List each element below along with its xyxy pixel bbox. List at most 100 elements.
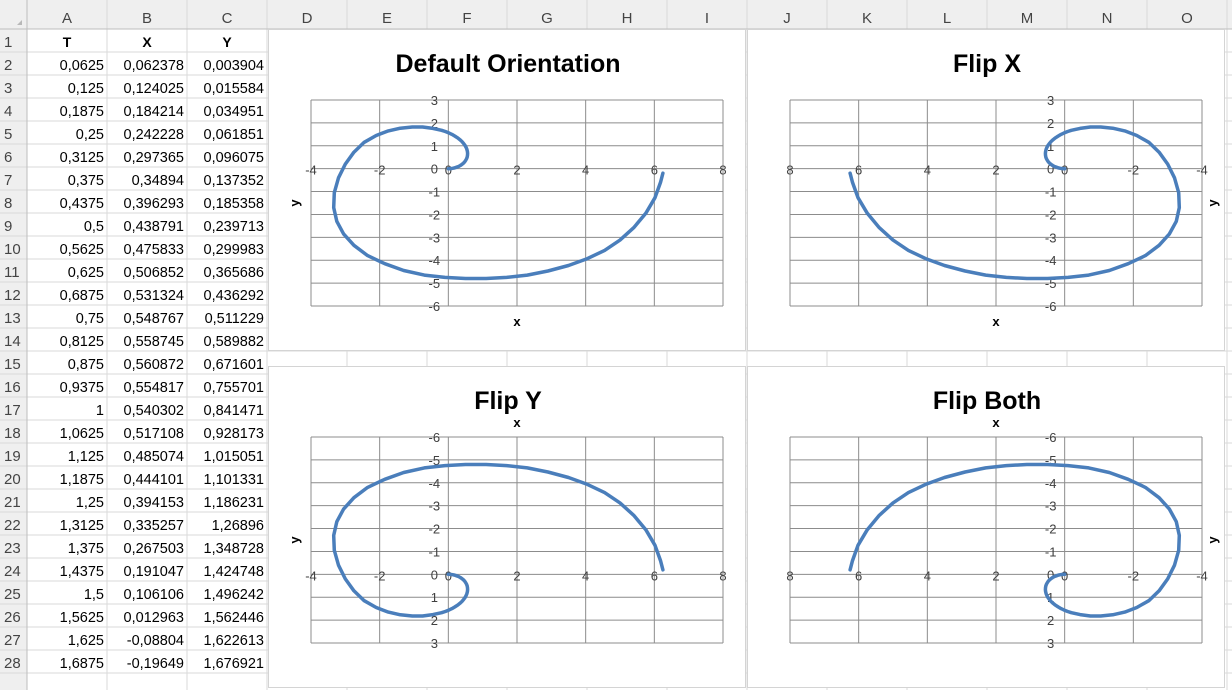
- data-cell[interactable]: 1,3125: [60, 518, 104, 534]
- row-header[interactable]: 5: [4, 126, 12, 143]
- data-cell[interactable]: 0,012963: [124, 610, 184, 626]
- data-cell[interactable]: 0,9375: [60, 380, 104, 396]
- data-cell[interactable]: 1,496242: [204, 587, 264, 603]
- data-cell[interactable]: 1,375: [68, 541, 104, 557]
- data-cell[interactable]: 1,625: [68, 633, 104, 649]
- data-cell[interactable]: 0,5: [84, 219, 104, 235]
- row-header[interactable]: 22: [4, 517, 21, 534]
- row-header[interactable]: 21: [4, 494, 21, 511]
- row-header[interactable]: 6: [4, 149, 12, 166]
- row-header[interactable]: 19: [4, 448, 21, 465]
- row-header[interactable]: 11: [4, 264, 20, 281]
- column-header-m[interactable]: M: [1021, 10, 1034, 27]
- row-header[interactable]: 26: [4, 609, 21, 626]
- column-header-h[interactable]: H: [622, 10, 633, 27]
- row-header[interactable]: 2: [4, 57, 12, 74]
- data-cell[interactable]: 0,475833: [124, 242, 184, 258]
- data-cell[interactable]: 0,4375: [60, 196, 104, 212]
- data-cell[interactable]: 0,125: [68, 81, 104, 97]
- row-header[interactable]: 16: [4, 379, 21, 396]
- data-cell[interactable]: 0,185358: [204, 196, 264, 212]
- data-cell[interactable]: 0,75: [76, 311, 104, 327]
- data-cell[interactable]: 0,0625: [60, 58, 104, 74]
- data-cell[interactable]: 0,540302: [124, 403, 184, 419]
- row-header[interactable]: 24: [4, 563, 21, 580]
- row-header[interactable]: 14: [4, 333, 21, 350]
- column-header-n[interactable]: N: [1102, 10, 1113, 27]
- data-cell[interactable]: 1,424748: [204, 564, 264, 580]
- data-cell[interactable]: 1,1875: [60, 472, 104, 488]
- data-cell[interactable]: 0,003904: [204, 58, 264, 74]
- row-header[interactable]: 1: [4, 34, 12, 51]
- data-cell[interactable]: 1,25: [76, 495, 104, 511]
- data-cell[interactable]: 0,625: [68, 265, 104, 281]
- data-cell[interactable]: 0,106106: [124, 587, 184, 603]
- data-cell[interactable]: 0,239713: [204, 219, 264, 235]
- column-header-o[interactable]: O: [1181, 10, 1193, 27]
- data-cell[interactable]: 0,506852: [124, 265, 184, 281]
- data-cell[interactable]: 1,125: [68, 449, 104, 465]
- data-cell[interactable]: 0,8125: [60, 334, 104, 350]
- data-cell[interactable]: 0,396293: [124, 196, 184, 212]
- column-header-f[interactable]: F: [462, 10, 471, 27]
- data-cell[interactable]: 0,394153: [124, 495, 184, 511]
- chart-default-orientation[interactable]: Default Orientation -4 -2 0 2 4 6 8 -6 -5 -4 -3 -2 -1…: [268, 29, 746, 351]
- row-header[interactable]: 15: [4, 356, 21, 373]
- column-header-k[interactable]: K: [862, 10, 872, 27]
- data-cell[interactable]: 0,531324: [124, 288, 184, 304]
- chart-flip-y[interactable]: Flip Y -4 -2 0 2 4 6 8 -6 -5 -4 -3 -2 -1 0 1 2 3 x y: [268, 366, 746, 688]
- row-header[interactable]: 28: [4, 655, 21, 672]
- row-header[interactable]: 12: [4, 287, 21, 304]
- column-header-i[interactable]: I: [705, 10, 709, 27]
- data-cell[interactable]: 0,928173: [204, 426, 264, 442]
- data-cell[interactable]: 1,4375: [60, 564, 104, 580]
- data-cell[interactable]: 0,015584: [204, 81, 264, 97]
- column-header-a[interactable]: A: [62, 10, 72, 27]
- data-cell[interactable]: -0,19649: [127, 656, 184, 672]
- data-cell[interactable]: 0,062378: [124, 58, 184, 74]
- row-header[interactable]: 4: [4, 103, 12, 120]
- data-cell[interactable]: 0,124025: [124, 81, 184, 97]
- data-cell[interactable]: 0,034951: [204, 104, 264, 120]
- data-cell[interactable]: 0,191047: [124, 564, 184, 580]
- data-cell[interactable]: 1,348728: [204, 541, 264, 557]
- data-cell[interactable]: 0,375: [68, 173, 104, 189]
- column-header-g[interactable]: G: [541, 10, 553, 27]
- data-cell[interactable]: 0,365686: [204, 265, 264, 281]
- data-cell[interactable]: 1,6875: [60, 656, 104, 672]
- data-cell[interactable]: 1,101331: [204, 472, 264, 488]
- column-header-b[interactable]: B: [142, 10, 152, 27]
- data-cell[interactable]: 1,186231: [204, 495, 264, 511]
- data-cell[interactable]: 0,841471: [204, 403, 264, 419]
- data-cell[interactable]: 1,5625: [60, 610, 104, 626]
- data-cell[interactable]: 0,560872: [124, 357, 184, 373]
- data-cell[interactable]: 0,755701: [204, 380, 264, 396]
- row-header[interactable]: 17: [4, 402, 21, 419]
- data-cell[interactable]: 0,137352: [204, 173, 264, 189]
- row-header[interactable]: 13: [4, 310, 21, 327]
- data-cell[interactable]: 0,511229: [205, 311, 264, 327]
- data-cell[interactable]: 0,335257: [124, 518, 184, 534]
- data-cell[interactable]: 0,34894: [132, 173, 184, 189]
- data-cell[interactable]: 0,096075: [204, 150, 264, 166]
- data-cell[interactable]: 0,184214: [124, 104, 184, 120]
- data-cell[interactable]: 0,671601: [204, 357, 264, 373]
- data-cell[interactable]: 0,5625: [60, 242, 104, 258]
- data-cell[interactable]: 1,0625: [60, 426, 104, 442]
- data-cell[interactable]: 0,589882: [204, 334, 264, 350]
- data-cell[interactable]: 0,554817: [124, 380, 184, 396]
- row-header[interactable]: 3: [4, 80, 12, 97]
- data-cell[interactable]: 1: [96, 403, 104, 419]
- row-header[interactable]: 25: [4, 586, 21, 603]
- chart-flip-both[interactable]: Flip Both -4 -2 0 2 4 6 8 -6 -5 -4 -3 -2 -1 0 1 2 3 x y: [747, 366, 1225, 688]
- data-cell[interactable]: 0,875: [68, 357, 104, 373]
- data-cell[interactable]: 1,5: [84, 587, 104, 603]
- column-title-cell[interactable]: T: [63, 34, 72, 50]
- data-cell[interactable]: -0,08804: [127, 633, 184, 649]
- data-cell[interactable]: 1,622613: [204, 633, 264, 649]
- data-cell[interactable]: 0,444101: [124, 472, 184, 488]
- data-cell[interactable]: 0,1875: [60, 104, 104, 120]
- data-cell[interactable]: 0,548767: [124, 311, 184, 327]
- data-cell[interactable]: 0,061851: [204, 127, 264, 143]
- data-cell[interactable]: 0,267503: [124, 541, 184, 557]
